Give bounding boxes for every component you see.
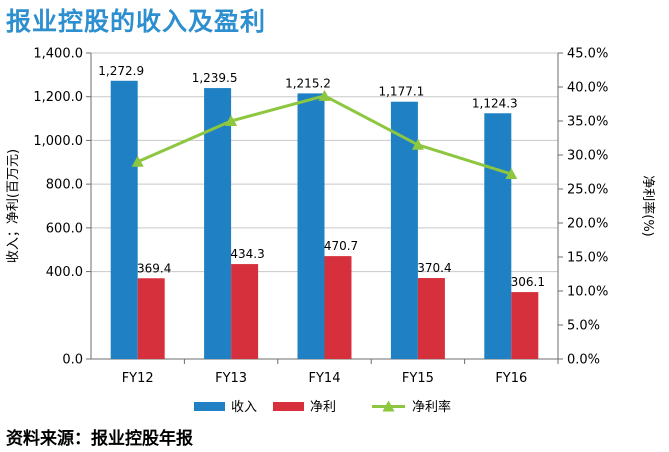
line-point — [411, 138, 424, 150]
x-tick-label: FY16 — [495, 371, 527, 386]
y-right-tick-label: 0.0% — [567, 353, 600, 368]
data-label: 1,272.9 — [98, 64, 144, 78]
bar-net-profit — [231, 264, 259, 359]
y-tick-label: 1,000.0 — [33, 134, 83, 149]
data-label: 1,124.3 — [472, 96, 518, 110]
legend-swatch — [194, 402, 225, 411]
legend-label: 净利 — [310, 400, 336, 415]
legend-label: 收入 — [231, 400, 257, 415]
data-label: 1,177.1 — [378, 85, 424, 99]
data-label: 434.3 — [230, 247, 264, 261]
y-right-tick-label: 30.0% — [567, 149, 608, 164]
bar-net-profit — [417, 278, 445, 359]
bar-revenue — [204, 88, 232, 359]
data-label: 1,239.5 — [192, 71, 238, 85]
y-tick-label: 400.0 — [46, 265, 83, 280]
y-right-tick-label: 15.0% — [567, 251, 608, 266]
chart-title: 报业控股的收入及盈利 — [6, 7, 267, 36]
y-right-tick-label: 5.0% — [567, 319, 600, 334]
y-tick-label: 600.0 — [46, 221, 83, 236]
line-point — [318, 89, 331, 101]
y-right-tick-label: 35.0% — [567, 115, 608, 130]
data-label: 1,215.2 — [285, 76, 331, 90]
bar-revenue — [390, 101, 418, 359]
y-right-tick-label: 45.0% — [567, 47, 608, 62]
y-axis-title: 收入；净利(百万元) — [6, 149, 21, 263]
data-label: 470.7 — [324, 239, 358, 253]
source-note: 资料来源：报业控股年报 — [6, 429, 193, 449]
legend-swatch — [273, 402, 304, 411]
x-tick-label: FY12 — [122, 371, 154, 386]
y-right-axis-title: 净利率(%) — [640, 175, 656, 237]
data-label: 306.1 — [511, 275, 545, 289]
bar-revenue — [484, 113, 512, 360]
x-tick-label: FY14 — [309, 371, 341, 386]
data-label: 370.4 — [417, 261, 451, 275]
data-label: 369.4 — [137, 261, 171, 275]
y-right-tick-label: 25.0% — [567, 183, 608, 198]
y-tick-label: 800.0 — [46, 178, 83, 193]
line-point — [505, 168, 518, 180]
legend-marker — [382, 400, 395, 412]
bar-revenue — [297, 93, 325, 359]
y-tick-label: 0.0 — [62, 353, 83, 368]
y-right-tick-label: 20.0% — [567, 217, 608, 232]
y-right-tick-label: 10.0% — [567, 285, 608, 300]
bar-revenue — [110, 80, 138, 359]
bar-net-profit — [137, 278, 165, 359]
line-point — [131, 155, 144, 167]
bar-net-profit — [324, 256, 352, 359]
y-tick-label: 1,200.0 — [33, 90, 83, 105]
legend-label: 净利率 — [412, 399, 451, 415]
x-tick-label: FY13 — [215, 371, 247, 386]
bar-net-profit — [511, 292, 539, 359]
line-point — [225, 115, 238, 126]
y-tick-label: 1,400.0 — [33, 47, 83, 62]
y-right-tick-label: 40.0% — [567, 81, 608, 96]
x-tick-label: FY15 — [402, 371, 434, 386]
